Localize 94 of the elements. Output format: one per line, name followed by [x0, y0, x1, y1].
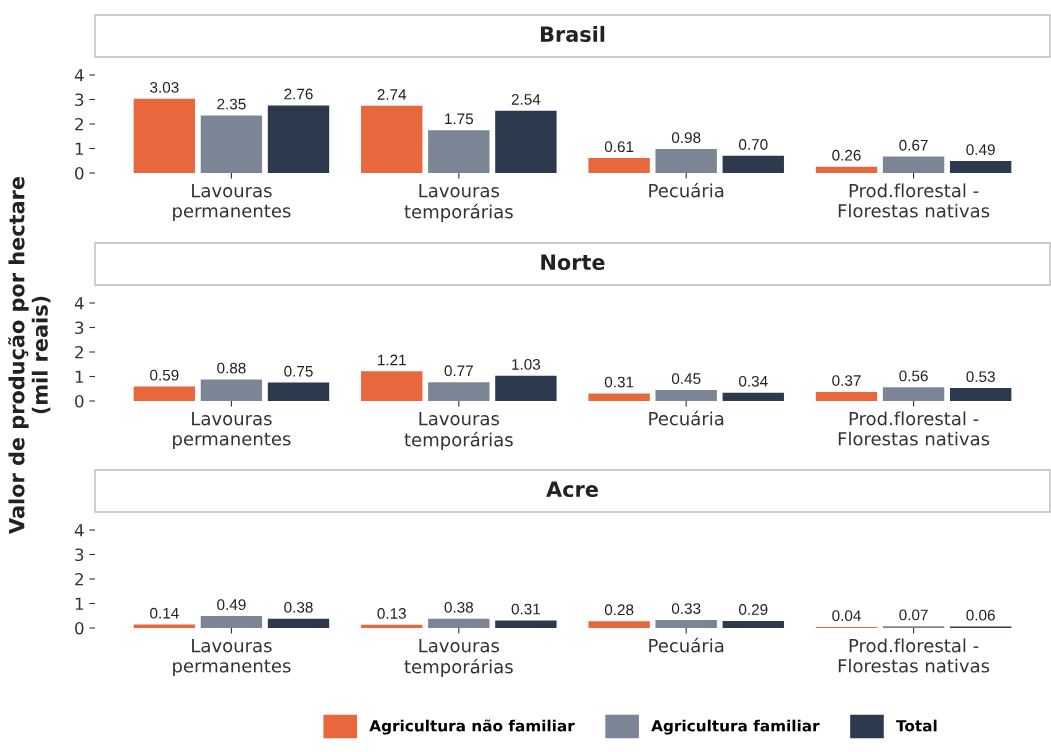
y-tick-label: 4 — [74, 297, 84, 310]
data-label: 0.13 — [377, 608, 406, 619]
data-label: 3.03 — [150, 81, 179, 93]
data-label: 0.38 — [284, 601, 313, 613]
bar — [815, 391, 878, 401]
x-tick-label: Lavouras temporárias — [404, 638, 513, 677]
legend-label: Total — [896, 719, 937, 732]
data-label: 0.29 — [739, 604, 768, 615]
bar — [588, 393, 650, 401]
data-label: 0.61 — [604, 141, 634, 153]
data-label: 0.49 — [217, 599, 246, 611]
bar — [815, 166, 878, 173]
bar — [200, 115, 263, 173]
x-tick-label: Lavouras permanentes — [173, 638, 291, 677]
y-tick-label: 0 — [75, 621, 84, 635]
data-label: 0.59 — [150, 369, 179, 381]
data-label: 0.98 — [671, 132, 701, 144]
bar — [588, 158, 650, 173]
data-label: 0.67 — [899, 139, 928, 151]
bar — [722, 392, 784, 401]
x-tick-label: Lavouras permanentes — [173, 183, 291, 222]
data-label: 0.26 — [832, 149, 861, 161]
legend-label: Agricultura familiar — [651, 719, 820, 735]
x-tick-label: Prod.florestal - Florestas nativas — [838, 183, 990, 218]
y-tick-label: 1 — [75, 142, 84, 155]
x-tick-label: Pecuária — [649, 637, 724, 653]
data-label: 0.37 — [832, 375, 861, 386]
data-label: 0.06 — [966, 609, 995, 621]
data-label: 0.88 — [217, 362, 246, 374]
bar — [267, 105, 330, 173]
data-label: 0.75 — [284, 365, 313, 377]
chart-title: Brasil — [540, 25, 605, 43]
data-label: 2.76 — [284, 88, 313, 100]
y-tick-label: 0 — [75, 166, 84, 180]
bar — [722, 155, 784, 173]
bar — [200, 379, 263, 401]
y-tick-label: 2 — [75, 117, 83, 131]
bar — [495, 375, 557, 401]
chart-title: Acre — [546, 481, 598, 498]
x-tick-label: Prod.florestal - Florestas nativas — [838, 411, 990, 446]
data-label: 1.21 — [378, 354, 406, 366]
x-tick-label: Pecuária — [649, 182, 724, 198]
data-label: 0.38 — [444, 601, 474, 613]
data-label: 0.45 — [671, 373, 701, 385]
bar — [882, 156, 945, 173]
bar — [882, 387, 945, 401]
data-label: 1.03 — [512, 358, 541, 370]
x-tick-label: Lavouras temporárias — [404, 183, 513, 222]
data-label: 0.33 — [671, 603, 701, 614]
data-label: 0.34 — [739, 375, 768, 387]
x-tick-label: Prod.florestal - Florestas nativas — [838, 638, 990, 673]
data-label: 0.70 — [739, 139, 768, 150]
bar — [361, 105, 423, 173]
y-tick-label: 1 — [75, 597, 84, 610]
bar — [133, 386, 196, 401]
bar — [655, 148, 717, 173]
bar — [428, 130, 490, 173]
y-tick-label: 2 — [75, 572, 83, 586]
y-tick-label: 4 — [74, 524, 84, 537]
data-label: 2.74 — [377, 89, 407, 100]
y-tick-label: 3 — [75, 93, 84, 107]
x-tick-label: Lavouras temporárias — [404, 411, 513, 450]
data-label: 0.14 — [150, 607, 179, 619]
y-tick-label: 1 — [75, 370, 84, 383]
x-tick-label: Lavouras permanentes — [173, 411, 291, 450]
bar — [361, 371, 423, 401]
y-tick-label: 3 — [75, 548, 84, 562]
legend-label: Agricultura não familiar — [369, 719, 575, 735]
y-tick-label: 3 — [75, 321, 84, 335]
y-tick-label: 0 — [75, 394, 84, 408]
y-axis-title: Valor de produção por hectare (mil reais) — [8, 177, 51, 534]
data-label: 0.04 — [832, 610, 861, 622]
data-label: 0.53 — [966, 371, 995, 383]
data-label: 0.31 — [604, 376, 634, 388]
data-label: 0.77 — [444, 365, 473, 377]
bar — [655, 389, 717, 401]
data-label: 2.35 — [217, 98, 246, 110]
bar — [949, 160, 1012, 173]
data-label: 0.49 — [966, 144, 995, 156]
chart-title: Norte — [541, 254, 605, 271]
data-label: 1.75 — [445, 113, 474, 125]
data-label: 0.28 — [604, 604, 634, 616]
bar — [133, 98, 196, 173]
data-label: 0.31 — [511, 603, 541, 615]
data-label: 0.56 — [899, 370, 928, 382]
y-tick-label: 4 — [74, 69, 84, 82]
y-tick-label: 2 — [75, 345, 83, 359]
data-label: 2.54 — [511, 93, 541, 105]
bar — [267, 382, 330, 401]
bar — [495, 110, 557, 173]
data-label: 0.07 — [899, 609, 928, 621]
bar — [428, 382, 490, 401]
bar — [949, 388, 1012, 401]
x-tick-label: Pecuária — [649, 410, 724, 426]
